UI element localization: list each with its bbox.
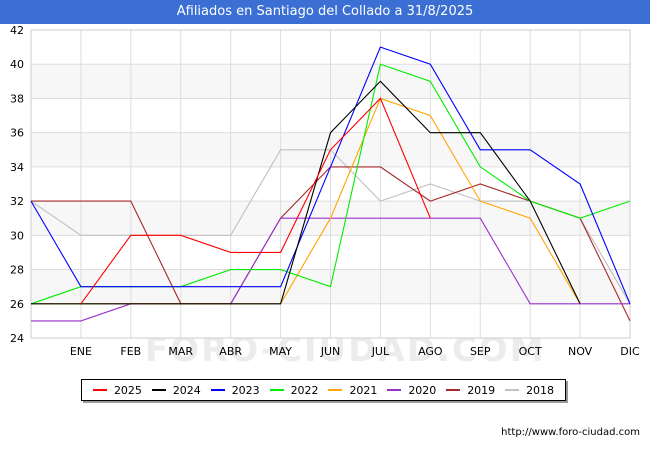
legend-label: 2018 [526,383,555,397]
series-line-2023 [30,46,631,305]
legend-label: 2025 [113,383,142,397]
legend-swatch [151,389,166,391]
legend-swatch [92,389,107,391]
legend-label: 2019 [467,383,496,397]
chart-title: Afiliados en Santiago del Collado a 31/8… [0,0,650,24]
legend-label: 2020 [408,383,437,397]
y-tick-label: 40 [10,58,24,71]
legend-label: 2021 [349,383,378,397]
y-tick-label: 26 [10,298,24,311]
x-tick-label: NOV [568,345,593,358]
legend-item-2019: 2019 [446,384,495,397]
x-tick-label: ABR [219,345,242,358]
y-tick-label: 34 [10,161,24,174]
x-tick-label: AGO [418,345,443,358]
legend-swatch [269,389,284,391]
y-tick-label: 30 [10,229,24,242]
series-line-2024 [31,80,581,305]
y-tick-label: 24 [10,332,24,345]
x-tick-label: DIC [620,345,640,358]
x-tick-label: JUN [320,345,341,358]
legend-label: 2024 [172,383,201,397]
y-tick-label: 36 [10,127,24,140]
plot-frame [30,29,631,339]
legend-swatch [505,389,520,391]
x-tick-label: OCT [519,345,542,358]
x-tick-label: ENE [70,345,92,358]
footer-url[interactable]: http://www.foro-ciudad.com [501,427,640,438]
legend-item-2021: 2021 [328,384,377,397]
legend-item-2022: 2022 [269,383,319,397]
legend: 2025 2024 2023 2022 2021 2020 2019 2018 [81,379,566,401]
x-tick-label: SEP [470,345,491,358]
legend-swatch [210,389,225,391]
legend-label: 2022 [290,383,319,397]
legend-item-2020: 2020 [387,384,436,397]
legend-swatch [446,389,461,391]
legend-item-2018: 2018 [505,384,554,397]
y-tick-label: 38 [10,92,24,105]
x-tick-label: MAY [269,345,292,358]
legend-swatch [387,389,402,391]
y-tick-label: 32 [10,195,24,208]
y-tick-label: 42 [10,24,24,37]
x-tick-label: FEB [120,345,141,358]
series-line-2025 [80,97,431,305]
y-tick-label: 28 [10,264,24,277]
legend-label: 2023 [231,383,260,397]
legend-item-2024: 2024 [151,383,201,397]
legend-swatch [328,389,343,391]
x-tick-label: JUL [371,345,390,358]
x-tick-label: MAR [168,345,193,358]
legend-item-2023: 2023 [210,383,260,397]
legend-item-2025: 2025 [92,383,142,397]
